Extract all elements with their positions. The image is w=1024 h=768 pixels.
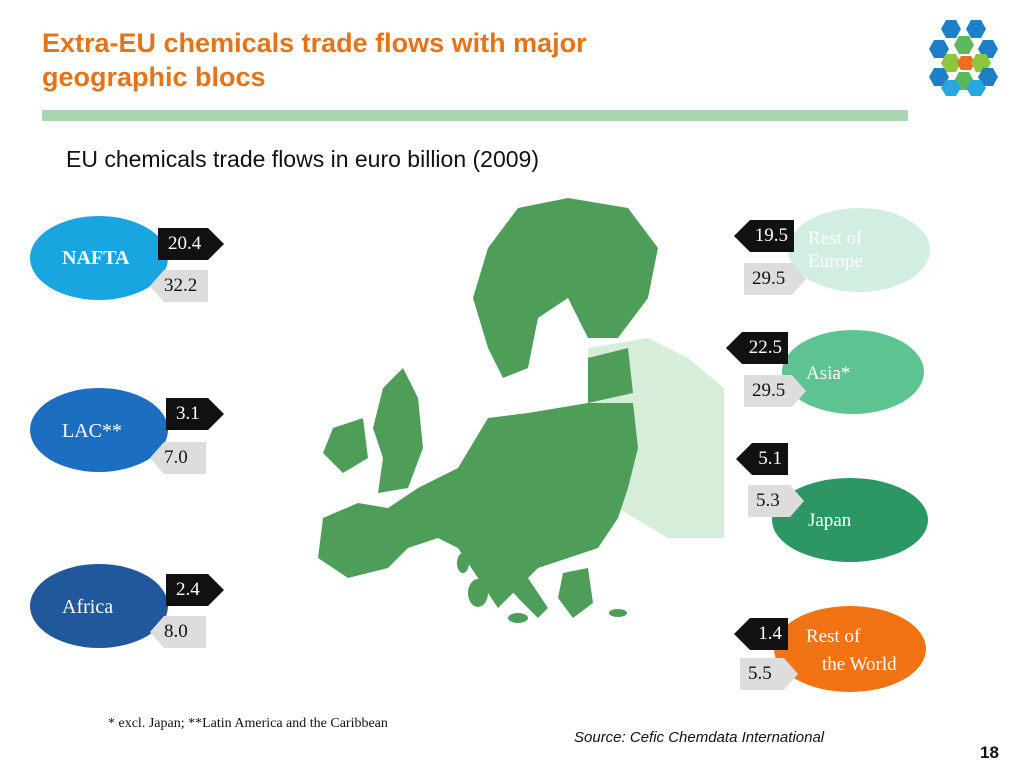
greece-shape xyxy=(558,568,593,618)
lac-ellipse xyxy=(30,388,168,472)
asia-ellipse xyxy=(782,330,924,414)
title-divider xyxy=(42,110,908,121)
japan-ellipse xyxy=(772,478,928,562)
lac-import-value: 7.0 xyxy=(150,442,206,474)
japan-label: Japan xyxy=(808,510,852,531)
nafta-import-value: 32.2 xyxy=(150,270,208,302)
rest-of-world-import-value: 5.5 xyxy=(740,658,798,690)
asia-import-value: 29.5 xyxy=(744,375,806,407)
japan-export-value: 5.1 xyxy=(736,443,788,475)
nafta-ellipse xyxy=(30,216,168,300)
africa-ellipse xyxy=(30,564,168,648)
source-credit: Source: Cefic Chemdata International xyxy=(574,729,825,746)
rest-of-world-ellipse xyxy=(774,606,926,692)
footnote: * excl. Japan; **Latin America and the C… xyxy=(108,716,388,731)
rest-of-europe-export-value: 19.5 xyxy=(734,220,794,252)
rest-of-europe-import-value: 29.5 xyxy=(744,263,806,295)
europe-map xyxy=(318,198,724,623)
finland-shape xyxy=(588,218,648,328)
nafta-label: NAFTA xyxy=(62,247,130,269)
lac-label: LAC** xyxy=(62,420,122,442)
rest-of-world-label-line2: the World xyxy=(822,654,897,675)
africa-label: Africa xyxy=(62,596,114,618)
lac-export-value: 3.1 xyxy=(166,398,224,430)
nafta-export-value: 20.4 xyxy=(158,228,224,260)
rest-of-world-label-line1: Rest of xyxy=(806,626,861,647)
asia-export-value: 22.5 xyxy=(726,332,788,364)
rest-of-world-export-value: 1.4 xyxy=(734,618,788,650)
ireland-shape xyxy=(323,418,368,473)
africa-export-value: 2.4 xyxy=(166,574,224,606)
italy-shape xyxy=(488,533,548,618)
chart-subtitle: EU chemicals trade flows in euro billion… xyxy=(66,146,539,172)
hexagon-logo-icon xyxy=(929,20,998,96)
rest-of-europe-ellipse xyxy=(788,208,930,292)
continent-shape xyxy=(318,403,638,608)
asia-label: Asia* xyxy=(806,363,851,384)
page-number: 18 xyxy=(980,743,999,762)
rest-of-europe-label-line2: Europe xyxy=(808,251,863,272)
rest-of-europe-label-line1: Rest of xyxy=(808,228,863,249)
britain-shape xyxy=(373,368,423,493)
baltic-shape xyxy=(588,348,633,403)
slide-title: Extra-EU chemicals trade flows with majo… xyxy=(42,28,587,92)
